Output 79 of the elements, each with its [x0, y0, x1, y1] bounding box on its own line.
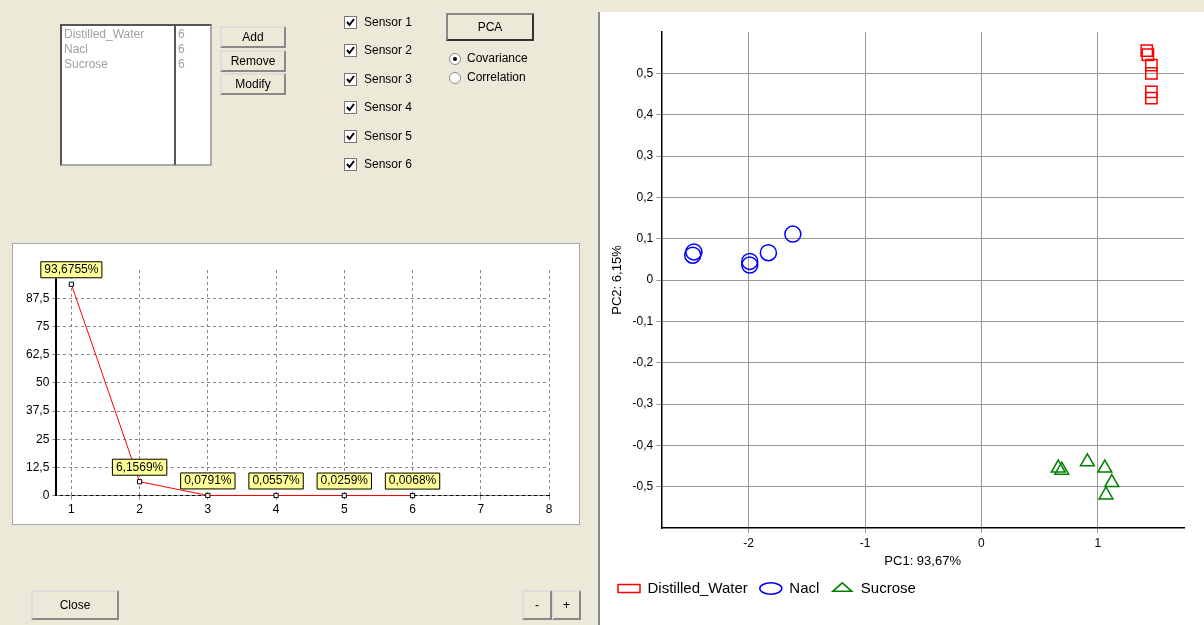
- y-tick-label: 0,1: [636, 230, 654, 245]
- x-tick-label: 0: [978, 535, 986, 550]
- data-label: 93,6755%: [44, 262, 99, 277]
- y-tick-label: 75: [36, 318, 50, 333]
- button: +: [552, 590, 581, 620]
- point: [1145, 91, 1158, 105]
- text: 6: [178, 27, 185, 41]
- text: Covariance: [467, 51, 528, 65]
- y-tick-label: -0,4: [632, 437, 654, 452]
- point: [784, 225, 802, 243]
- button: Close: [31, 590, 119, 620]
- point: [1141, 48, 1155, 62]
- y-tick-label: 0,3: [636, 148, 654, 163]
- text: 6: [178, 42, 185, 56]
- point: [759, 243, 778, 262]
- button: PCA: [446, 13, 534, 41]
- text: 6: [178, 57, 185, 71]
- x-tick-label: -1: [859, 535, 871, 550]
- x-tick-label: 1: [1094, 535, 1102, 550]
- point: [741, 256, 759, 274]
- text: Sensor 4: [364, 100, 413, 114]
- legend-label: Nacl: [789, 578, 820, 596]
- point: [1079, 453, 1096, 467]
- y-tick-label: 0,2: [636, 189, 654, 204]
- point: [1145, 66, 1158, 80]
- point: [1097, 459, 1113, 473]
- x-tick-label: 1: [68, 502, 76, 517]
- data-label: 0,0068%: [388, 473, 437, 488]
- point: [1098, 486, 1114, 500]
- y-tick-label: 0,5: [636, 65, 654, 80]
- data-label: 0,0557%: [252, 473, 301, 488]
- x-tick-label: 3: [204, 502, 212, 517]
- x-axis-title: PC1: 93,67%: [884, 552, 962, 568]
- x-tick-label: 5: [340, 502, 348, 517]
- button: Remove: [220, 50, 286, 72]
- x-tick-label: 6: [409, 502, 417, 517]
- text: Sensor 2: [364, 43, 413, 57]
- y-tick-label: -0,3: [632, 396, 654, 411]
- text: Sensor 1: [364, 15, 413, 29]
- text: Correlation: [467, 70, 526, 84]
- y-tick-label: 25: [36, 431, 50, 446]
- y-tick-label: 0: [646, 272, 654, 287]
- text: Sucrose: [64, 57, 109, 71]
- point: [1140, 44, 1154, 58]
- text: Sensor 5: [364, 129, 413, 143]
- y-tick-label: -0,2: [632, 354, 654, 369]
- point: [741, 252, 759, 271]
- y-tick-label: 0: [42, 487, 50, 502]
- y-tick-label: 12,5: [26, 459, 50, 474]
- y-tick-label: 50: [36, 375, 50, 390]
- x-tick-label: 8: [545, 502, 553, 517]
- y-tick-label: -0,5: [632, 478, 654, 493]
- data-label: 6,1569%: [115, 459, 164, 474]
- point: [1050, 459, 1066, 473]
- legend-label: Sucrose: [860, 578, 916, 596]
- x-tick-label: 7: [477, 502, 485, 517]
- point: [1145, 85, 1158, 99]
- y-tick-label: -0,1: [632, 313, 654, 328]
- button: Add: [220, 26, 286, 48]
- legend-label: Distilled_Water: [647, 578, 748, 596]
- y-tick-label: 87,5: [26, 290, 50, 305]
- button: -: [522, 590, 552, 620]
- point: [1104, 473, 1120, 488]
- text: Nacl: [64, 42, 89, 56]
- y-tick-label: 62,5: [26, 346, 50, 361]
- text: Distilled_Water: [64, 27, 145, 41]
- data-label: 0,0259%: [320, 473, 369, 488]
- text: Sensor 3: [364, 72, 413, 86]
- data-label: 0,0791%: [184, 473, 232, 488]
- y-tick-label: 37,5: [26, 403, 50, 418]
- text: Sensor 6: [364, 157, 413, 171]
- x-tick-label: 4: [272, 502, 280, 517]
- button: Modify: [220, 73, 286, 95]
- y-axis-title: PC2: 6,15%: [609, 244, 625, 315]
- point: [1145, 58, 1158, 72]
- x-tick-label: 2: [136, 502, 144, 517]
- point: [1054, 461, 1070, 475]
- x-tick-label: -2: [743, 535, 755, 550]
- y-tick-label: 0,4: [636, 106, 654, 121]
